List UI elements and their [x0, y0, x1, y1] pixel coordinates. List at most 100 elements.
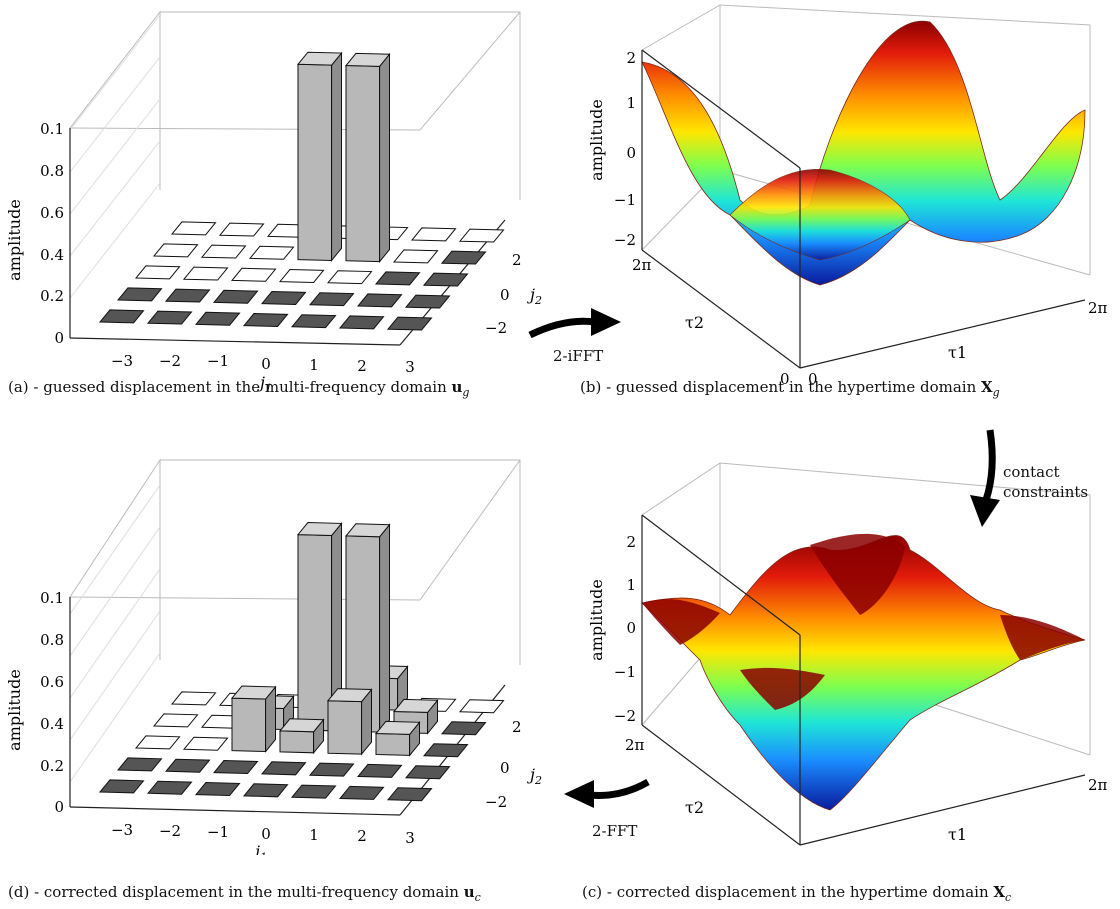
panel-a-grid	[69, 14, 161, 299]
svg-text:1: 1	[309, 826, 319, 844]
svg-text:0.2: 0.2	[40, 757, 64, 775]
svg-text:2: 2	[512, 251, 522, 269]
grid-line	[69, 526, 161, 657]
svg-text:−1: −1	[614, 191, 636, 209]
panel-a-j1-ticks: −3 −2 −1 0 1 2 3	[111, 352, 415, 376]
svg-text:0.1: 0.1	[40, 589, 64, 607]
panel-d-j1-ticks: −3 −2 −1 0 1 2 3	[111, 821, 415, 847]
bar-cell	[170, 221, 217, 236]
bar-cell	[170, 691, 217, 706]
bar-cell	[338, 315, 385, 330]
bar-top-face	[392, 698, 439, 713]
bar-front-face	[279, 730, 315, 754]
bar-cell	[212, 759, 259, 775]
panel-a-bar-chart: 0 0.2 0.4 0.6 0.8 0.1 amplitude −3 −2 −1…	[5, 10, 542, 395]
svg-text:1: 1	[309, 356, 319, 374]
contact-label-1: contact	[1003, 463, 1060, 481]
bar-front-face	[231, 697, 267, 753]
bar-cell	[194, 781, 241, 797]
svg-text:−1: −1	[207, 352, 229, 370]
svg-text:−3: −3	[111, 821, 133, 839]
bar-cell	[404, 765, 451, 780]
svg-text:0: 0	[261, 355, 271, 373]
panel-a-ztick-labels: 0 0.2 0.4 0.6 0.8 0.1	[40, 120, 64, 347]
grid-line	[69, 652, 161, 783]
svg-text:−2: −2	[614, 231, 636, 249]
svg-text:−2: −2	[159, 352, 181, 370]
svg-text:0.4: 0.4	[40, 715, 64, 733]
svg-text:0.8: 0.8	[40, 631, 64, 649]
bar-cell	[242, 783, 289, 798]
grid-line	[69, 56, 161, 173]
bar-top-face	[230, 685, 277, 700]
bar-cell	[260, 761, 307, 776]
panel-b-tau1-label: τ1	[948, 343, 967, 362]
grid-line	[69, 98, 161, 215]
bar-cell	[182, 736, 229, 751]
svg-text:2: 2	[357, 357, 367, 375]
bar-cell	[440, 250, 487, 265]
contact-arrow	[970, 429, 1000, 527]
bar-cell	[152, 243, 199, 258]
panel-d-j2-ticks: 2 0 −2	[485, 718, 522, 811]
bar-cell	[260, 290, 307, 305]
grid-line	[69, 140, 161, 257]
z-tick: 0.4	[40, 246, 64, 264]
panel-c-tau1-zero: 0	[808, 853, 818, 855]
bar-cell	[134, 735, 181, 750]
svg-text:0: 0	[500, 759, 510, 777]
panel-d-zlabel: amplitude	[5, 669, 24, 751]
panel-b-tau2-2pi: 2π	[632, 256, 652, 274]
bar-cell	[290, 314, 337, 329]
bar-top-face	[326, 688, 373, 703]
panel-b-caption: (b) - guessed displacement in the hypert…	[580, 378, 1000, 399]
panel-a-zlabel: amplitude	[5, 199, 24, 281]
panel-b-tau1-2pi: 2π	[1088, 299, 1108, 317]
bar-cell	[374, 271, 421, 286]
panel-b-zlabel: amplitude	[587, 99, 606, 181]
bar-cell	[164, 288, 211, 303]
bar-side-face	[379, 52, 390, 264]
bar-front-face	[375, 732, 411, 756]
svg-text:1: 1	[626, 94, 636, 112]
svg-text:0: 0	[500, 286, 510, 304]
panel-c-tau2-2pi: 2π	[625, 736, 645, 754]
bar-cell	[278, 268, 325, 283]
bar-cell	[386, 787, 433, 802]
ifft-arrow	[528, 308, 621, 339]
panel-a-bars	[98, 51, 505, 331]
svg-text:−1: −1	[614, 663, 636, 681]
svg-text:−1: −1	[207, 823, 229, 841]
z-tick: 0	[54, 329, 64, 347]
bar-cell	[164, 758, 211, 773]
grid-line	[69, 568, 161, 699]
grid-line	[69, 182, 161, 299]
bar-cell	[98, 779, 145, 794]
svg-text:−2: −2	[159, 822, 181, 840]
z-tick: 0.8	[40, 162, 64, 180]
fft-arrow	[564, 778, 650, 808]
panel-d-grid	[69, 484, 161, 783]
svg-text:3: 3	[405, 829, 415, 847]
ifft-label: 2-iFFT	[553, 347, 604, 365]
svg-text:2: 2	[512, 718, 522, 736]
bar-cell	[308, 292, 355, 307]
svg-text:0: 0	[626, 144, 636, 162]
panel-c-plateau-left	[642, 599, 720, 645]
bar-cell	[458, 228, 505, 243]
bar-cell	[146, 780, 193, 795]
z-tick: 0.2	[40, 287, 64, 305]
panel-d-bar-chart: 0 0.2 0.4 0.6 0.8 0.1 amplitude −3 −2 −1…	[5, 458, 542, 855]
panel-c-tau2-zero: 0	[780, 853, 790, 855]
panel-b-front-fold	[729, 168, 911, 261]
svg-text:0: 0	[261, 825, 271, 843]
panel-d-ztick-labels: 0 0.2 0.4 0.6 0.8 0.1	[40, 589, 64, 816]
svg-text:−2: −2	[485, 793, 507, 811]
bar-top-face	[278, 718, 325, 733]
bar-cell	[326, 270, 373, 285]
panel-c-plateau-back	[810, 533, 905, 615]
bar-top-face	[344, 523, 391, 538]
svg-text:−2: −2	[614, 707, 636, 725]
panel-c-ztick-labels: 2 1 0 −1 −2	[614, 533, 636, 725]
panel-c-plateau-right	[1000, 615, 1085, 660]
